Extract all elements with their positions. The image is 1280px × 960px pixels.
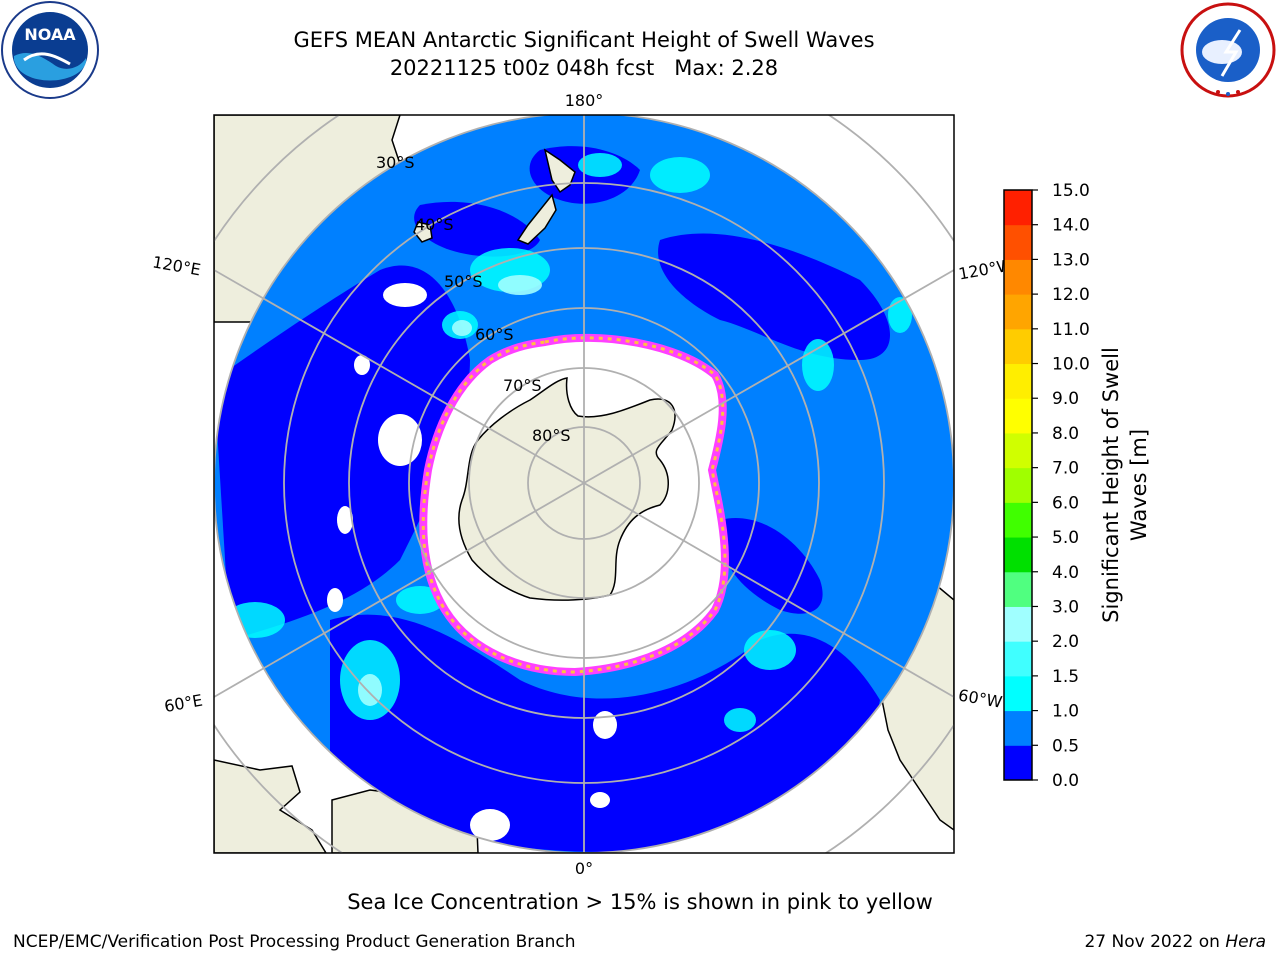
new-zealand-land [516,148,576,245]
colorbar-tick-label: 8.0 [1052,424,1079,444]
colorbar-segment [1004,502,1032,538]
credit-host: Hera [1225,932,1266,952]
colorbar-segment [1004,259,1032,295]
lon-label-left-lower: 60°E [163,691,204,716]
colorbar-tick-label: 6.0 [1052,493,1079,513]
meridian-lines [214,115,954,853]
colorbar-tick-label: 2.0 [1052,632,1079,652]
colorbar: 0.0 0.5 1.0 1.5 2.0 3.0 4.0 5.0 6.0 7.0 8.0 9.0 10.0… [1003,181,1090,791]
colorbar-segment [1004,363,1032,399]
colorbar-tick-label: 11.0 [1052,320,1090,340]
colorbar-segment [1004,571,1032,607]
noaa-logo-text: NOAA [24,25,76,44]
chart-title: GEFS MEAN Antarctic Significant Height o… [264,26,904,82]
colorbar-segment [1004,537,1032,573]
colorbar-tick-label: 13.0 [1052,250,1090,270]
map-frame [213,114,955,854]
colorbar-segment [1004,745,1032,781]
africa-land [214,759,327,853]
colorbar-tick-label: 0.5 [1052,736,1079,756]
latitude-labels: 30°S 40°S 50°S 60°S 70°S 80°S [376,153,571,445]
colorbar-segment [1004,467,1032,503]
credit-date-text: 27 Nov 2022 on [1084,932,1226,952]
colorbar-tick-label: 14.0 [1052,216,1090,236]
colorbar-segment [1004,224,1032,260]
colorbar-segment [1004,710,1032,746]
colorbar-label-line1: Significant Height of Swell [1099,347,1123,623]
colorbar-tick-label: 4.0 [1052,563,1079,583]
colorbar-label-line2: Waves [m] [1127,429,1151,541]
colorbar-segment [1004,432,1032,469]
colorbar-segment [1004,641,1032,677]
colorbar-tick-label: 3.0 [1052,597,1079,617]
lat-label-50: 50°S [444,272,483,291]
swell-cyan-patches [225,153,912,732]
lon-label-bottom: 0° [575,859,593,878]
lon-label-right-lower: 60°W [957,685,1004,711]
colorbar-segment [1004,190,1032,226]
colorbar-tick-label: 15.0 [1052,181,1090,201]
title-line1: GEFS MEAN Antarctic Significant Height o… [293,28,875,52]
nws-logo-icon [1180,2,1276,98]
colorbar-segment [1004,294,1032,330]
lon-label-left-upper: 120°E [151,252,202,279]
colorbar-tick-label: 9.0 [1052,389,1079,409]
lon-label-top: 180° [565,91,604,110]
credit-date: 27 Nov 2022 on Hera [1084,932,1266,952]
credit-branch: NCEP/EMC/Verification Post Processing Pr… [13,932,576,952]
colorbar-segment [1004,328,1032,365]
lat-label-30: 30°S [376,153,415,172]
colorbar-segment [1004,675,1032,712]
sea-ice-note: Sea Ice Concentration > 15% is shown in … [347,890,933,914]
lat-label-80: 80°S [532,426,571,445]
colorbar-tick-label: 0.0 [1052,771,1079,791]
colorbar-tick-label: 1.0 [1052,702,1079,722]
colorbar-tick-label: 12.0 [1052,285,1090,305]
map-content: 30°S 40°S 50°S 60°S 70°S 80°S [214,115,954,853]
colorbar-tick-label: 10.0 [1052,355,1090,375]
lat-label-60: 60°S [475,325,514,344]
noaa-logo-icon: NOAA [1,1,99,99]
lat-label-40: 40°S [415,215,454,234]
colorbar-tick-label: 7.0 [1052,459,1079,479]
colorbar-border [1003,189,1033,781]
lat-label-70: 70°S [503,376,542,395]
colorbar-segment [1004,398,1032,434]
colorbar-segment [1004,606,1032,642]
title-line2: 20221125 t00z 048h fcst Max: 2.28 [389,56,779,80]
colorbar-tick-label: 5.0 [1052,528,1079,548]
colorbar-tick-label: 1.5 [1052,667,1079,687]
